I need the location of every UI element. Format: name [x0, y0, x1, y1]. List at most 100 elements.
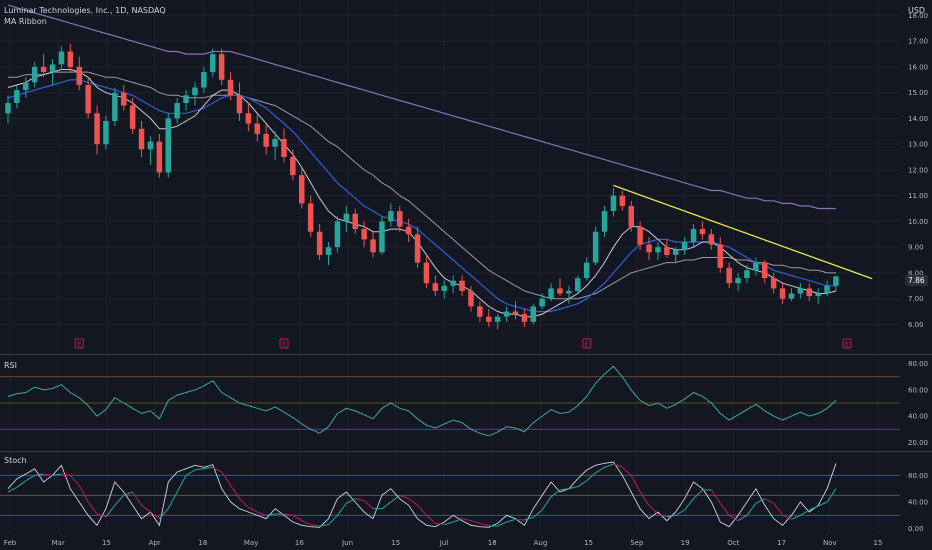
earnings-marker: [582, 338, 592, 349]
stoch-d-segment: [595, 466, 605, 474]
stoch-d-segment: [158, 508, 169, 519]
earnings-marker: [842, 338, 852, 349]
candle-body: [815, 293, 821, 297]
stoch-d-segment: [693, 489, 703, 500]
candle-body: [628, 206, 634, 227]
time-axis-tick: 15: [102, 539, 111, 547]
stoch-d-segment: [728, 514, 739, 522]
time-axis-tick: Nov: [823, 539, 837, 547]
stoch-d-segment: [408, 498, 418, 506]
candle-body: [103, 121, 109, 145]
time-axis-tick: Jun: [341, 539, 353, 547]
candle-body: [210, 54, 216, 73]
stoch-d-segment: [586, 472, 596, 482]
stoch-d-segment: [719, 503, 730, 516]
candle-body: [423, 262, 430, 284]
candle-body: [361, 229, 367, 240]
stoch-d-segment: [69, 475, 80, 486]
candle-body: [744, 270, 750, 278]
stoch-axis-tick: 40.00: [908, 499, 928, 507]
stoch-d-segment: [16, 480, 27, 488]
price-axis-tick: 9.00: [908, 244, 924, 252]
candle-body: [494, 316, 501, 322]
stoch-d-segment: [809, 505, 819, 511]
stoch-d-segment: [346, 498, 356, 504]
stoch-d-segment: [301, 520, 311, 526]
rsi-pane-label: RSI: [4, 361, 17, 370]
stoch-d-segment: [96, 513, 107, 518]
stoch-axis-tick: 0.00: [908, 525, 924, 533]
candle-body: [726, 267, 732, 284]
stoch-d-segment: [444, 521, 454, 526]
pane-separator-stoch[interactable]: [0, 451, 932, 452]
stoch-d-segment: [675, 509, 685, 516]
price-axis-tick: 10.00: [908, 218, 928, 226]
stoch-d-segment: [550, 489, 561, 498]
stoch-d-segment: [52, 473, 62, 476]
candle-body: [530, 306, 536, 322]
time-axis-tick: 17: [777, 539, 786, 547]
candle-body: [85, 85, 91, 114]
earnings-marker-label: E: [845, 341, 849, 349]
candle-body: [76, 66, 82, 85]
stoch-d-segment: [123, 491, 133, 496]
earnings-marker-label: E: [584, 341, 588, 349]
candle-body: [49, 64, 56, 73]
candle-body: [575, 278, 581, 291]
stoch-d-segment: [310, 524, 320, 527]
candle-body: [352, 213, 358, 230]
stoch-d-segment: [194, 468, 204, 471]
stoch-d-segment: [426, 514, 436, 524]
price-axis-tick: 14.00: [908, 115, 928, 123]
stoch-d-segment: [817, 501, 828, 507]
stoch-d-segment: [524, 516, 534, 521]
stoch-d-segment: [176, 475, 187, 493]
stoch-d-segment: [43, 473, 53, 476]
candle-body: [307, 203, 314, 232]
stoch-d-segment: [7, 486, 18, 493]
stoch-d-segment: [613, 463, 623, 468]
candle-body: [557, 288, 563, 294]
stoch-d-segment: [61, 473, 71, 476]
candle-body: [503, 311, 510, 317]
symbol-title: Luminar Technologies, Inc., 1D, NASDAQ: [4, 6, 166, 15]
candle-body: [183, 95, 189, 103]
price-axis-tick: 12.00: [908, 166, 928, 174]
candle-body: [325, 247, 332, 255]
stoch-d-segment: [141, 504, 151, 513]
rsi-axis-tick: 40.00: [908, 413, 928, 421]
stoch-d-segment: [666, 514, 676, 518]
candle-body: [566, 290, 572, 294]
stoch-d-segment: [639, 491, 650, 506]
stoch-d-segment: [221, 471, 231, 486]
candle-body: [58, 51, 65, 65]
stoch-d-segment: [212, 466, 222, 473]
candle-body: [414, 234, 421, 263]
candle-body: [717, 244, 723, 268]
time-axis-tick: Apr: [149, 539, 161, 547]
candle-body: [592, 231, 599, 263]
stoch-d-segment: [399, 494, 409, 500]
stoch-d-segment: [363, 500, 374, 510]
earnings-marker: [279, 338, 289, 349]
rsi-line: [7, 365, 837, 437]
stoch-d-segment: [435, 522, 445, 526]
candle-body: [299, 175, 305, 204]
pane-separator-rsi[interactable]: [0, 354, 932, 355]
candle-body: [245, 113, 252, 124]
candle-body: [762, 262, 768, 278]
time-axis-tick: Feb: [4, 539, 17, 547]
stoch-d-segment: [355, 498, 365, 502]
stoch-d-segment: [167, 491, 178, 509]
candle-body: [138, 128, 145, 150]
ma-ribbon-legend[interactable]: MA Ribbon: [4, 17, 47, 26]
candle-body: [673, 249, 679, 255]
candle-body: [379, 221, 385, 253]
currency-label: USD: [908, 6, 926, 15]
stoch-d-segment: [283, 513, 293, 516]
stoch-d-segment: [381, 501, 392, 510]
time-axis-tick: 15: [584, 539, 593, 547]
earnings-marker-label: E: [77, 341, 81, 349]
stoch-d-segment: [452, 518, 463, 523]
